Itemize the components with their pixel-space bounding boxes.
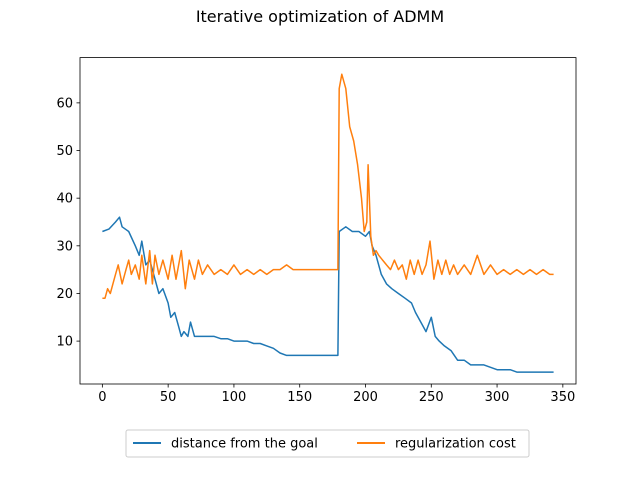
- y-tick-label: 60: [56, 96, 73, 111]
- x-tick-label: 200: [353, 390, 378, 405]
- x-tick-label: 150: [287, 390, 312, 405]
- legend-frame: [125, 429, 530, 458]
- y-tick-label: 20: [56, 287, 73, 302]
- y-axis: 10 20 30 40 50 60: [56, 96, 80, 350]
- y-tick-label: 30: [56, 239, 73, 254]
- series-layer: [102, 73, 554, 373]
- y-tick-label: 50: [56, 144, 73, 159]
- legend-label-regularization: regularization cost: [395, 437, 516, 452]
- x-axis: 0 50 100 150 200 250 300 350: [98, 384, 575, 405]
- legend: distance from the goal regularization co…: [125, 429, 530, 458]
- x-tick-label: 100: [222, 390, 247, 405]
- chart-title: Iterative optimization of ADMM: [196, 7, 444, 26]
- x-tick-label: 250: [419, 390, 444, 405]
- x-tick-label: 300: [485, 390, 510, 405]
- plot-area: [79, 57, 577, 385]
- legend-label-distance: distance from the goal: [171, 437, 318, 452]
- y-tick-label: 40: [56, 192, 73, 207]
- x-tick-label: 350: [550, 390, 575, 405]
- x-tick-label: 50: [160, 390, 177, 405]
- series-line-regularization: [102, 73, 554, 299]
- series-line-distance: [102, 216, 554, 373]
- y-tick-label: 10: [56, 335, 73, 350]
- x-tick-label: 0: [98, 390, 106, 405]
